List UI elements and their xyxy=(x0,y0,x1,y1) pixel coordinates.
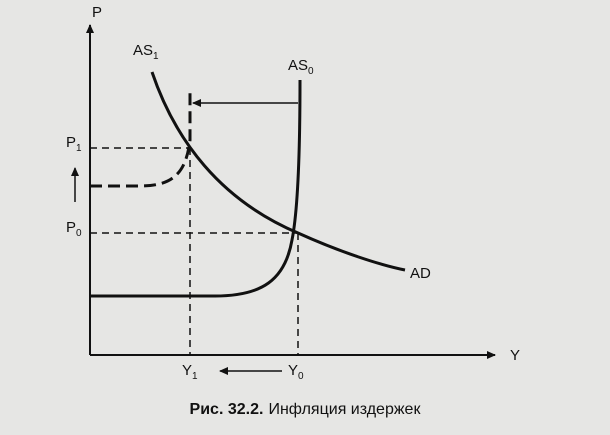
label-sub: 1 xyxy=(192,371,198,382)
ad-label: AD xyxy=(410,265,431,282)
as1-label: AS1 xyxy=(133,42,159,62)
as0-curve xyxy=(90,79,302,298)
as0-label: AS0 xyxy=(288,57,314,77)
guides xyxy=(90,147,299,355)
label-main: Y xyxy=(288,362,298,379)
label-sub: 0 xyxy=(308,66,314,77)
label-sub: 1 xyxy=(153,51,159,62)
y0-label: Y0 xyxy=(288,362,304,382)
p1-label: P1 xyxy=(66,134,82,154)
label-main: AS xyxy=(133,42,153,59)
label-main: AS xyxy=(288,57,308,74)
label-main: P xyxy=(66,134,76,151)
label-main: Y xyxy=(182,362,192,379)
ad-curve xyxy=(150,71,406,272)
caption-number: Рис. 32.2. xyxy=(190,401,264,418)
caption-text: Инфляция издержек xyxy=(268,401,421,418)
label-sub: 0 xyxy=(76,228,82,239)
p0-label: P0 xyxy=(66,219,82,239)
label-sub: 0 xyxy=(298,371,304,382)
x-axis-label: Y xyxy=(510,347,520,364)
caption: Рис. 32.2. Инфляция издержек xyxy=(190,401,422,418)
y1-label: Y1 xyxy=(182,362,198,382)
y-axis-label: P xyxy=(92,4,102,21)
label-sub: 1 xyxy=(76,143,82,154)
label-main: P xyxy=(66,219,76,236)
